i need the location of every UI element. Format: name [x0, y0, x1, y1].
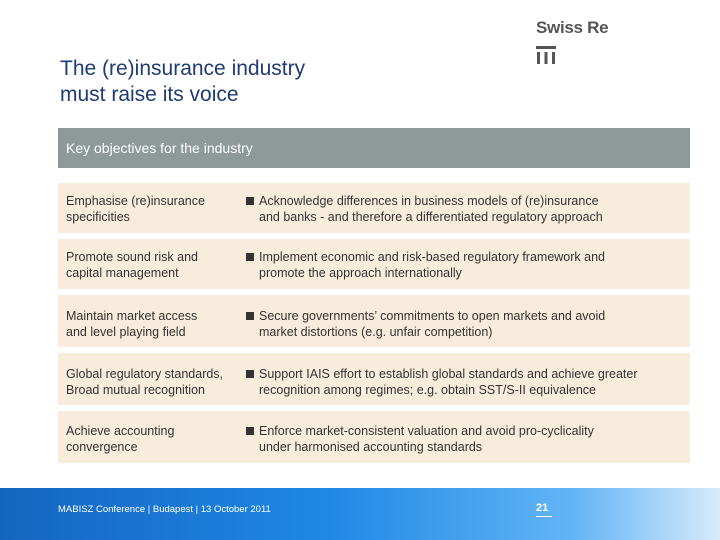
page-number: 21 [536, 502, 549, 514]
table-row: Emphasise (re)insurance specificities Ac… [58, 183, 690, 233]
swiss-re-logo-icon [536, 46, 556, 64]
page-number-underline [536, 516, 552, 517]
bullet-icon [246, 427, 254, 435]
objective-label: Promote sound risk and capital managemen… [66, 249, 236, 281]
description-line: promote the approach internationally [259, 266, 462, 280]
page-title-line-1: The (re)insurance industry [60, 57, 306, 80]
page-title: The (re)insurance industry must raise it… [60, 56, 480, 108]
description-line: Implement economic and risk-based regula… [259, 250, 605, 264]
objective-label: Emphasise (re)insurance specificities [66, 193, 236, 225]
objective-label-line: convergence [66, 440, 138, 454]
footer-bar: MABISZ Conference | Budapest | 13 Octobe… [0, 488, 720, 540]
description-line: and banks - and therefore a differentiat… [259, 210, 603, 224]
description-line: Secure governments’ commitments to open … [259, 309, 606, 323]
description-line: recognition among regimes; e.g. obtain S… [259, 383, 596, 397]
table-row: Promote sound risk and capital managemen… [58, 239, 690, 289]
objective-label-line: specificities [66, 210, 130, 224]
objective-label-line: capital management [66, 266, 179, 280]
objective-label-line: Maintain market access [66, 309, 198, 323]
bullet-icon [246, 312, 254, 320]
page-title-line-2: must raise its voice [60, 83, 239, 106]
objective-label: Global regulatory standards, Broad mutua… [66, 366, 236, 398]
section-header: Key objectives for the industry [58, 128, 690, 168]
objective-description: Support IAIS effort to establish global … [246, 366, 686, 398]
objective-label-line: Achieve accounting [66, 424, 175, 438]
objective-description: Enforce market-consistent valuation and … [246, 423, 686, 455]
objective-label: Maintain market access and level playing… [66, 308, 236, 340]
objective-label-line: and level playing field [66, 325, 186, 339]
description-line: Support IAIS effort to establish global … [259, 367, 638, 381]
bullet-icon [246, 370, 254, 378]
description-line: under harmonised accounting standards [259, 440, 483, 454]
table-row: Global regulatory standards, Broad mutua… [58, 353, 690, 405]
objective-label-line: Emphasise (re)insurance [66, 194, 205, 208]
objective-description: Secure governments’ commitments to open … [246, 308, 686, 340]
table-row: Achieve accounting convergence Enforce m… [58, 411, 690, 463]
bullet-icon [246, 197, 254, 205]
objective-label-line: Global regulatory standards, [66, 367, 224, 381]
objective-label-line: Broad mutual recognition [66, 383, 205, 397]
swiss-re-logo-text: Swiss Re [536, 18, 609, 37]
footer-text: MABISZ Conference | Budapest | 13 Octobe… [58, 504, 271, 515]
objective-description: Acknowledge differences in business mode… [246, 193, 686, 225]
description-line: Enforce market-consistent valuation and … [259, 424, 594, 438]
description-line: market distortions (e.g. unfair competit… [259, 325, 493, 339]
bullet-icon [246, 253, 254, 261]
table-row: Maintain market access and level playing… [58, 295, 690, 347]
description-line: Acknowledge differences in business mode… [259, 194, 599, 208]
objective-label: Achieve accounting convergence [66, 423, 236, 455]
objective-description: Implement economic and risk-based regula… [246, 249, 686, 281]
objective-label-line: Promote sound risk and [66, 250, 199, 264]
